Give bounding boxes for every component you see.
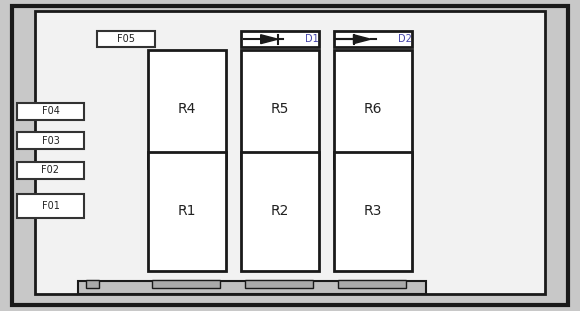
Bar bbox=[148, 50, 226, 168]
Bar bbox=[241, 50, 319, 168]
Bar bbox=[334, 50, 412, 168]
Bar bbox=[148, 152, 226, 271]
Bar bbox=[78, 281, 426, 294]
Bar bbox=[241, 31, 319, 47]
Text: R3: R3 bbox=[364, 204, 382, 219]
Bar bbox=[97, 31, 155, 47]
Bar bbox=[17, 162, 84, 179]
Text: D2: D2 bbox=[398, 34, 412, 44]
Bar bbox=[17, 132, 84, 149]
Text: F01: F01 bbox=[42, 201, 59, 211]
Text: R4: R4 bbox=[178, 102, 196, 116]
Text: F02: F02 bbox=[41, 165, 60, 175]
Text: F03: F03 bbox=[42, 136, 59, 146]
Bar bbox=[334, 31, 412, 47]
Text: F04: F04 bbox=[42, 106, 59, 116]
Bar bbox=[86, 280, 99, 288]
Bar bbox=[334, 152, 412, 271]
Polygon shape bbox=[353, 35, 371, 44]
Bar bbox=[35, 11, 545, 294]
Text: R1: R1 bbox=[178, 204, 196, 219]
Bar bbox=[245, 280, 313, 288]
Bar bbox=[338, 280, 406, 288]
Text: R6: R6 bbox=[364, 102, 382, 116]
Bar bbox=[17, 103, 84, 120]
Polygon shape bbox=[260, 35, 278, 44]
Bar bbox=[152, 280, 220, 288]
Text: R2: R2 bbox=[271, 204, 289, 219]
Bar bbox=[241, 152, 319, 271]
Bar bbox=[17, 194, 84, 218]
Text: F05: F05 bbox=[117, 34, 136, 44]
Text: D1: D1 bbox=[305, 34, 318, 44]
Text: R5: R5 bbox=[271, 102, 289, 116]
